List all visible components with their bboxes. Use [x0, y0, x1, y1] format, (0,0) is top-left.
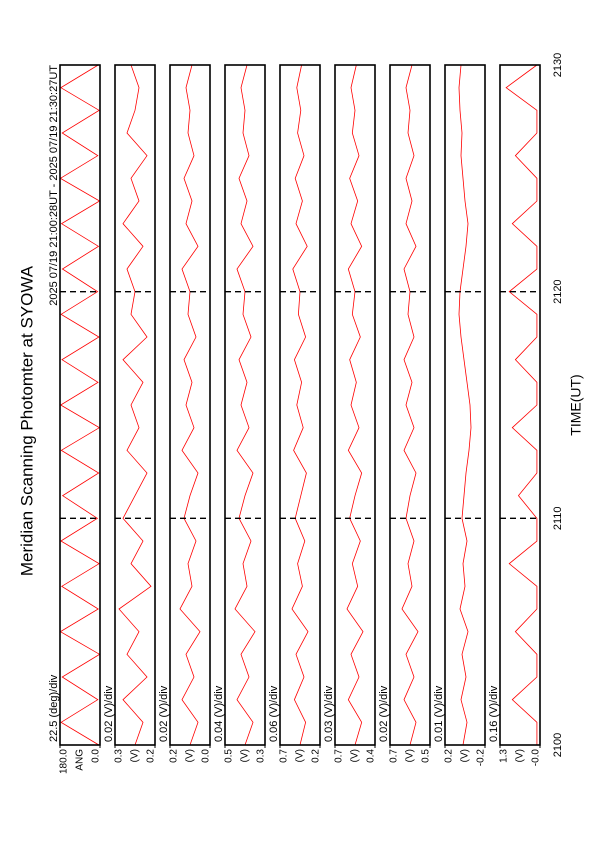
- y-axis-label: (V): [405, 749, 416, 762]
- signal-line: [458, 64, 472, 746]
- y-axis-label: (V): [350, 749, 361, 762]
- chart-subtitle: 2025 07/19 21:00:28UT - 2025 07/19 21:30…: [48, 65, 60, 306]
- y-axis-label: (V): [460, 749, 471, 762]
- division-label: 0.01 (V)/div: [433, 685, 445, 742]
- y-tick-label: 0.5: [224, 749, 235, 763]
- signal-line: [401, 64, 419, 746]
- division-label: 22.5 (deg)/div: [48, 674, 60, 742]
- y-tick-label: 0.0: [201, 749, 212, 763]
- y-tick-label: -0.2: [476, 749, 487, 767]
- y-tick-label: 0.5: [421, 749, 432, 763]
- signal-line: [346, 64, 364, 746]
- division-label: 0.06 (V)/div: [268, 685, 280, 742]
- panel-frame: [114, 64, 156, 746]
- y-axis-label: (V): [130, 749, 141, 762]
- panel-frame: [279, 64, 321, 746]
- x-tick-label: 2110: [552, 507, 564, 531]
- panel-frame: [499, 64, 541, 746]
- signal-line: [291, 64, 309, 746]
- y-tick-label: 0.2: [169, 749, 180, 763]
- panel-frame: [389, 64, 431, 746]
- division-label: 0.04 (V)/div: [213, 685, 225, 742]
- panel-frame: [224, 64, 266, 746]
- y-axis-label: (V): [515, 749, 526, 762]
- panel-frame: [169, 64, 211, 746]
- y-tick-label: -0.0: [531, 749, 542, 767]
- y-tick-label: 0.3: [256, 749, 267, 763]
- signal-line: [59, 64, 101, 746]
- y-axis-label: (V): [185, 749, 196, 762]
- y-axis-label: (V): [240, 749, 251, 762]
- y-tick-label: 1.3: [499, 749, 510, 763]
- rotated-plot: Meridian Scanning Photomter at SYOWA 202…: [17, 53, 583, 774]
- x-tick-label: 2130: [552, 53, 564, 77]
- y-tick-label: 0.2: [311, 749, 322, 763]
- division-label: 0.02 (V)/div: [158, 685, 170, 742]
- y-tick-label: 180.0: [59, 749, 70, 774]
- y-tick-label: 0.4: [366, 749, 377, 763]
- x-tick-label: 2120: [552, 279, 564, 303]
- y-tick-label: 0.7: [279, 749, 290, 763]
- x-tick-label: 2100: [552, 733, 564, 757]
- panel-frame: [444, 64, 486, 746]
- signal-line: [234, 64, 256, 746]
- division-label: 0.16 (V)/div: [488, 685, 500, 742]
- y-axis-label: (V): [295, 749, 306, 762]
- panel-frame: [59, 64, 101, 746]
- division-label: 0.03 (V)/div: [323, 685, 335, 742]
- y-axis-label: ANG: [75, 749, 86, 771]
- signal-line: [118, 64, 152, 746]
- y-tick-label: 0.7: [334, 749, 345, 763]
- y-tick-label: 0.2: [444, 749, 455, 763]
- y-tick-label: 0.0: [91, 749, 102, 763]
- signal-line: [505, 64, 538, 745]
- chart-title: Meridian Scanning Photomter at SYOWA: [17, 265, 36, 576]
- y-tick-label: 0.3: [114, 749, 125, 763]
- x-axis-label: TIME(UT): [568, 374, 584, 435]
- division-label: 0.02 (V)/div: [378, 685, 390, 742]
- signal-line: [179, 64, 201, 746]
- division-label: 0.02 (V)/div: [103, 685, 115, 742]
- panel-frame: [334, 64, 376, 746]
- y-tick-label: 0.2: [146, 749, 157, 763]
- y-tick-label: 0.7: [389, 749, 400, 763]
